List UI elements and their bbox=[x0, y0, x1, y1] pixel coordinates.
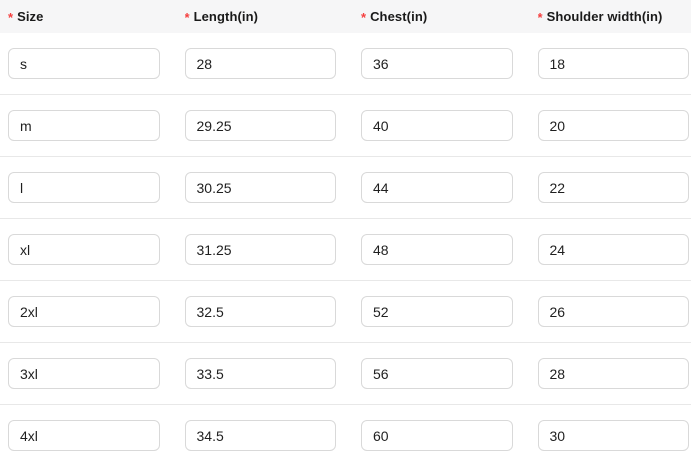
shoulder-width-cell bbox=[537, 110, 689, 141]
chest-cell bbox=[361, 234, 513, 265]
table-row-m bbox=[0, 95, 691, 157]
size-input[interactable] bbox=[8, 48, 160, 79]
length-cell bbox=[184, 172, 336, 203]
shoulder-width-input[interactable] bbox=[537, 358, 689, 389]
size-cell bbox=[8, 296, 160, 327]
shoulder-width-input[interactable] bbox=[537, 110, 689, 141]
shoulder-width-cell bbox=[537, 358, 689, 389]
required-asterisk: * bbox=[537, 10, 543, 24]
table-header: * Size * Length(in) * Chest(in) * Should… bbox=[0, 0, 691, 33]
chest-cell bbox=[361, 358, 513, 389]
chest-cell bbox=[361, 110, 513, 141]
length-cell bbox=[184, 420, 336, 451]
shoulder-width-input[interactable] bbox=[537, 234, 689, 265]
size-cell bbox=[8, 420, 160, 451]
length-input[interactable] bbox=[184, 48, 336, 79]
size-input[interactable] bbox=[8, 358, 160, 389]
length-cell bbox=[184, 296, 336, 327]
column-header-label-size: Size bbox=[17, 9, 44, 24]
required-asterisk: * bbox=[8, 10, 14, 24]
shoulder-width-cell bbox=[537, 234, 689, 265]
column-header-label-length: Length(in) bbox=[193, 9, 259, 24]
required-asterisk: * bbox=[361, 10, 367, 24]
table-row-2xl bbox=[0, 281, 691, 343]
size-cell bbox=[8, 110, 160, 141]
shoulder-width-input[interactable] bbox=[537, 172, 689, 203]
size-cell bbox=[8, 48, 160, 79]
chest-input[interactable] bbox=[361, 48, 513, 79]
chest-input[interactable] bbox=[361, 234, 513, 265]
size-cell bbox=[8, 358, 160, 389]
length-input[interactable] bbox=[184, 296, 336, 327]
table-row-3xl bbox=[0, 343, 691, 405]
column-header-label-chest: Chest(in) bbox=[370, 9, 428, 24]
shoulder-width-input[interactable] bbox=[537, 296, 689, 327]
table-row-l bbox=[0, 157, 691, 219]
shoulder-width-cell bbox=[537, 296, 689, 327]
column-header-chest: * Chest(in) bbox=[361, 9, 513, 24]
length-input[interactable] bbox=[184, 358, 336, 389]
chest-input[interactable] bbox=[361, 172, 513, 203]
chest-cell bbox=[361, 172, 513, 203]
length-cell bbox=[184, 358, 336, 389]
shoulder-width-input[interactable] bbox=[537, 420, 689, 451]
size-input[interactable] bbox=[8, 172, 160, 203]
chest-cell bbox=[361, 48, 513, 79]
chest-input[interactable] bbox=[361, 420, 513, 451]
length-cell bbox=[184, 234, 336, 265]
size-input[interactable] bbox=[8, 420, 160, 451]
size-input[interactable] bbox=[8, 234, 160, 265]
column-header-label-shoulder-width: Shoulder width(in) bbox=[546, 9, 663, 24]
table-row-xl bbox=[0, 219, 691, 281]
column-header-shoulder-width: * Shoulder width(in) bbox=[538, 9, 690, 24]
column-header-length: * Length(in) bbox=[185, 9, 337, 24]
shoulder-width-input[interactable] bbox=[537, 48, 689, 79]
table-row-s bbox=[0, 33, 691, 95]
chest-input[interactable] bbox=[361, 296, 513, 327]
length-input[interactable] bbox=[184, 420, 336, 451]
length-input[interactable] bbox=[184, 110, 336, 141]
chest-input[interactable] bbox=[361, 110, 513, 141]
shoulder-width-cell bbox=[537, 172, 689, 203]
shoulder-width-cell bbox=[537, 48, 689, 79]
length-input[interactable] bbox=[184, 172, 336, 203]
length-input[interactable] bbox=[184, 234, 336, 265]
size-cell bbox=[8, 172, 160, 203]
shoulder-width-cell bbox=[537, 420, 689, 451]
size-input[interactable] bbox=[8, 110, 160, 141]
chest-cell bbox=[361, 420, 513, 451]
size-cell bbox=[8, 234, 160, 265]
chest-cell bbox=[361, 296, 513, 327]
required-asterisk: * bbox=[184, 10, 190, 24]
size-input[interactable] bbox=[8, 296, 160, 327]
length-cell bbox=[184, 110, 336, 141]
chest-input[interactable] bbox=[361, 358, 513, 389]
length-cell bbox=[184, 48, 336, 79]
column-header-size: * Size bbox=[8, 9, 160, 24]
table-row-4xl bbox=[0, 405, 691, 461]
